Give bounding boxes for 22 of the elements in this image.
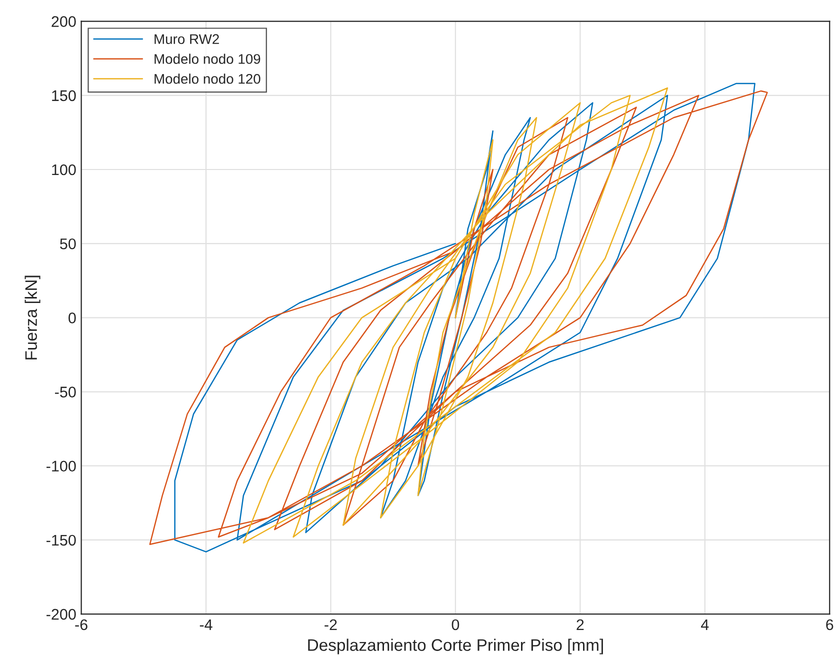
y-axis-title: Fuerza [kN]	[24, 276, 40, 360]
x-tick-label: 2	[576, 619, 584, 630]
x-tick-label: 4	[701, 619, 709, 630]
x-tick-label: -4	[200, 619, 212, 630]
legend-label: Modelo nodo 120	[154, 74, 260, 84]
line-series	[242, 87, 668, 544]
y-tick-label: 50	[60, 238, 76, 250]
y-tick-label: -200	[46, 608, 76, 620]
legend-label: Modelo nodo 109	[154, 54, 260, 64]
y-tick-label: 100	[52, 164, 76, 176]
legend-label: Muro RW2	[154, 34, 219, 44]
y-tick-label: 150	[52, 90, 76, 102]
x-tick-label: 6	[826, 619, 834, 630]
y-tick-label: -50	[55, 386, 76, 398]
y-tick-label: 200	[52, 16, 76, 27]
y-tick-label: 0	[68, 312, 76, 324]
x-axis-title: Desplazamiento Corte Primer Piso [mm]	[308, 638, 603, 654]
y-tick-label: -100	[46, 460, 76, 472]
x-tick-label: -6	[75, 619, 88, 630]
x-tick-label: -2	[324, 619, 337, 630]
x-tick-label: 0	[452, 619, 460, 630]
y-tick-label: -150	[46, 534, 76, 546]
